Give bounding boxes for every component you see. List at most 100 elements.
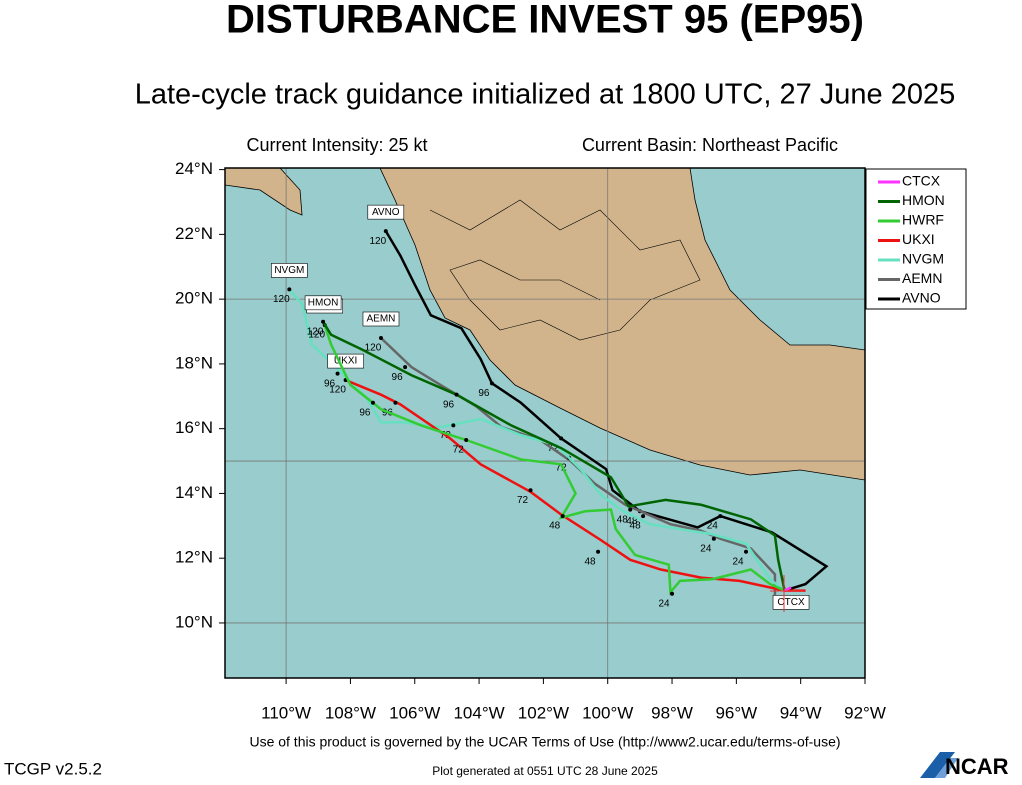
hour-point bbox=[454, 392, 459, 397]
legend: CTCX HMON HWRF UKXI NVGM AEMN AVNO bbox=[865, 168, 967, 310]
hour-label: 48 bbox=[617, 514, 629, 525]
map-frame bbox=[224, 167, 866, 679]
hour-label: 120 bbox=[365, 343, 382, 354]
model-tag-box bbox=[271, 263, 308, 278]
grid: 110°W 108°W 106°W 104°W 102°W 100°W 98°W 96°W 94… bbox=[175, 159, 886, 722]
hour-point bbox=[464, 438, 469, 442]
hour-label: 72 bbox=[556, 462, 568, 473]
hour-label: 96 bbox=[359, 407, 371, 418]
track bbox=[288, 288, 786, 592]
hour-label: 120 bbox=[307, 326, 324, 337]
generated: Plot generated at 0551 UTC 28 June 2025 bbox=[432, 764, 658, 778]
mainland bbox=[379, 168, 865, 481]
intensity: Current Intensity: 25 kt bbox=[246, 135, 427, 155]
track bbox=[784, 586, 792, 592]
hour-point bbox=[393, 400, 398, 405]
track bbox=[384, 230, 829, 592]
hour-label: 120 bbox=[273, 294, 290, 305]
model-tag: UKXI bbox=[334, 356, 357, 367]
state-borders bbox=[429, 199, 701, 341]
legend-label: AVNO bbox=[902, 290, 941, 306]
x-tick-label: 98°W bbox=[651, 703, 693, 722]
hour-label: 24 bbox=[658, 598, 670, 609]
hour-point bbox=[403, 365, 408, 370]
legend-label: NVGM bbox=[902, 251, 944, 267]
hour-label: 96 bbox=[324, 378, 336, 389]
x-tick-label: 104°W bbox=[453, 703, 504, 722]
model-tag: CTCX bbox=[777, 597, 805, 608]
y-tick-label: 22°N bbox=[175, 224, 213, 243]
legend-label: CTCX bbox=[902, 173, 941, 189]
hour-label: 72 bbox=[517, 495, 529, 506]
hour-label: 48 bbox=[549, 521, 561, 532]
legend-label: HMON bbox=[902, 192, 945, 208]
hour-point bbox=[370, 400, 375, 405]
legend-label: UKXI bbox=[902, 231, 935, 247]
hour-label: 120 bbox=[329, 385, 346, 396]
y-tick-label: 16°N bbox=[175, 418, 213, 437]
land bbox=[225, 168, 865, 481]
hour-point bbox=[711, 536, 716, 541]
hour-point bbox=[744, 549, 749, 554]
hour-label: 48 bbox=[630, 521, 642, 532]
tracks: 24487296120AVNO24487296120AEMN247296120N… bbox=[271, 204, 829, 610]
model-tag-box bbox=[367, 204, 405, 220]
hour-point bbox=[321, 319, 326, 324]
basin: Current Basin: Northeast Pacific bbox=[582, 135, 838, 155]
track bbox=[323, 324, 786, 596]
hour-label: 48 bbox=[626, 516, 638, 527]
version: TCGP v2.5.2 bbox=[4, 759, 102, 778]
legend-label: AEMN bbox=[902, 270, 942, 286]
logo-text: NCAR bbox=[945, 754, 1009, 779]
model-tag: AVNO bbox=[372, 207, 400, 218]
model-tag: NVGM bbox=[274, 265, 304, 276]
hour-point bbox=[641, 514, 646, 519]
baja bbox=[225, 168, 303, 216]
x-tick-label: 106°W bbox=[389, 703, 440, 722]
logo-mark bbox=[920, 752, 955, 778]
track bbox=[345, 378, 806, 592]
hour-label: 96 bbox=[392, 372, 404, 383]
hour-point bbox=[560, 514, 565, 519]
hour-label: 96 bbox=[478, 388, 490, 399]
terms: Use of this product is governed by the U… bbox=[249, 734, 840, 750]
x-tick-label: 100°W bbox=[582, 703, 633, 722]
hour-point bbox=[383, 229, 388, 234]
hour-point bbox=[528, 488, 533, 493]
hour-point bbox=[670, 591, 675, 596]
y-tick-label: 10°N bbox=[175, 612, 213, 631]
hour-point bbox=[378, 336, 383, 340]
title: DISTURBANCE INVEST 95 (EP95) bbox=[226, 0, 864, 42]
hour-point bbox=[489, 381, 494, 386]
hour-label: 96 bbox=[443, 399, 455, 410]
hour-point bbox=[335, 371, 340, 376]
x-tick-label: 110°W bbox=[261, 703, 311, 722]
y-tick-label: 24°N bbox=[175, 159, 213, 178]
hour-label: 24 bbox=[700, 543, 712, 554]
hour-label: 24 bbox=[707, 521, 719, 532]
model-tag-box bbox=[772, 595, 810, 610]
hour-point bbox=[559, 436, 564, 441]
logo-mark bbox=[935, 758, 958, 778]
y-tick-label: 12°N bbox=[175, 548, 213, 567]
logo: NCAR bbox=[920, 752, 1009, 779]
x-tick-label: 92°W bbox=[844, 703, 886, 722]
model-tag: AEMN bbox=[367, 314, 396, 325]
x-tick-label: 102°W bbox=[518, 703, 569, 722]
hour-point bbox=[451, 423, 456, 428]
x-tick-label: 108°W bbox=[325, 703, 376, 722]
model-tag-box bbox=[304, 295, 342, 311]
x-tick-label: 94°W bbox=[780, 703, 822, 722]
hour-point bbox=[287, 287, 292, 292]
subtitle: Late-cycle track guidance initialized at… bbox=[135, 79, 956, 111]
track bbox=[322, 321, 786, 591]
y-tick-label: 14°N bbox=[175, 483, 213, 502]
legend-label: HWRF bbox=[902, 212, 944, 228]
model-tag-box bbox=[362, 311, 400, 327]
hour-label: 48 bbox=[585, 556, 597, 567]
x-tick-label: 96°W bbox=[715, 703, 757, 722]
model-tag: HMON bbox=[308, 297, 339, 308]
hour-label: 72 bbox=[453, 445, 465, 456]
hour-point bbox=[596, 549, 601, 554]
